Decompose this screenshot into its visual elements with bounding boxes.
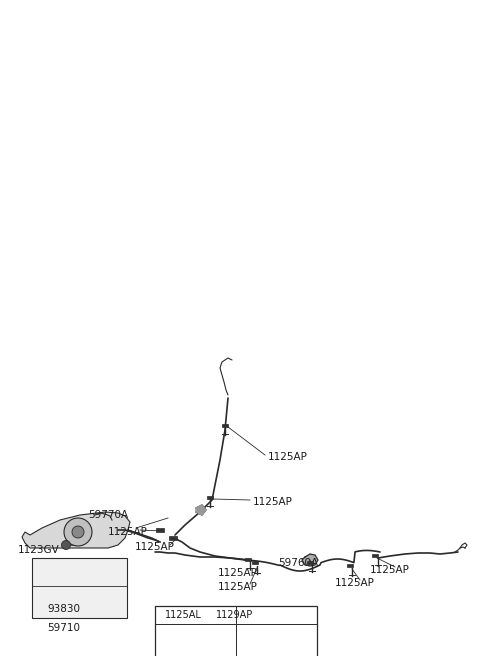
Text: 1125AP: 1125AP	[218, 568, 258, 578]
Text: 1125AP: 1125AP	[335, 578, 375, 588]
Text: 1129AP: 1129AP	[216, 610, 253, 620]
Text: 1125AP: 1125AP	[370, 565, 410, 575]
Polygon shape	[302, 554, 318, 566]
Bar	[32, 558, 127, 618]
Text: 1125AP: 1125AP	[253, 497, 293, 507]
Bar	[347, 564, 353, 567]
Text: 1125AP: 1125AP	[108, 527, 148, 537]
Text: 59770A: 59770A	[88, 510, 128, 520]
Text: 1123GV: 1123GV	[18, 545, 60, 555]
Bar	[169, 536, 177, 540]
Bar	[245, 558, 251, 560]
Bar	[252, 560, 258, 564]
Bar	[372, 554, 378, 556]
Polygon shape	[196, 505, 206, 515]
Circle shape	[61, 541, 71, 550]
Text: 1125AP: 1125AP	[218, 582, 258, 592]
Bar	[156, 528, 164, 532]
Bar	[155, 606, 317, 656]
Circle shape	[64, 518, 92, 546]
Text: 1125AP: 1125AP	[268, 452, 308, 462]
Bar	[207, 495, 213, 499]
Circle shape	[72, 526, 84, 538]
Text: 59710: 59710	[47, 623, 80, 633]
Circle shape	[272, 634, 280, 643]
Text: 93830: 93830	[47, 604, 80, 614]
Circle shape	[191, 634, 199, 643]
Text: 59760A: 59760A	[278, 558, 318, 568]
Bar	[222, 424, 228, 426]
Text: 1125AP: 1125AP	[135, 542, 175, 552]
Text: 1125AL: 1125AL	[165, 610, 202, 620]
Bar	[307, 560, 313, 564]
Polygon shape	[22, 512, 130, 548]
